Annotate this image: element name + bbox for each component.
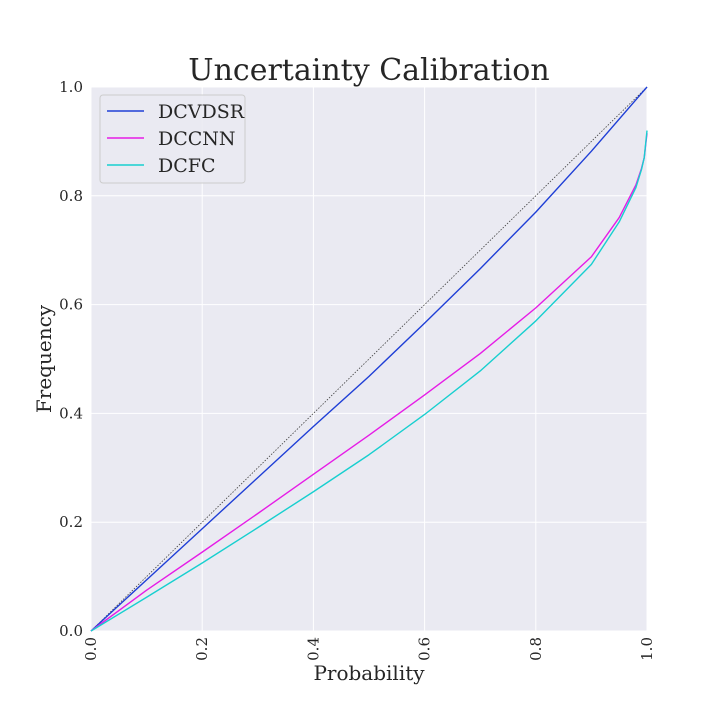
- x-tick-label-1: 0.2: [193, 637, 211, 661]
- series-line-dcvdsr: [90, 86, 648, 632]
- series-line-dcfc: [90, 130, 648, 632]
- legend-label-dcfc: DCFC: [158, 155, 216, 177]
- legend-label-dccnn: DCCNN: [158, 128, 236, 150]
- chart-title: Uncertainty Calibration: [188, 53, 549, 88]
- x-axis-label: Probability: [313, 661, 425, 685]
- legend-label-dcvdsr: DCVDSR: [158, 101, 245, 123]
- x-tick-label-5: 1.0: [638, 637, 656, 661]
- y-tick-label-5: 1.0: [59, 78, 83, 96]
- y-tick-label-0: 0.0: [59, 622, 83, 640]
- legend-box: [99, 94, 246, 184]
- y-tick-label-2: 0.4: [59, 404, 83, 422]
- y-tick-label-4: 0.8: [59, 187, 83, 205]
- perfect-calibration-line: [90, 86, 648, 632]
- x-tick-label-2: 0.4: [304, 637, 322, 661]
- y-tick-label-1: 0.2: [59, 513, 83, 531]
- y-axis-label: Frequency: [32, 304, 56, 413]
- x-tick-label-3: 0.6: [416, 637, 434, 661]
- y-tick-label-3: 0.6: [59, 296, 83, 314]
- x-tick-label-0: 0.0: [82, 637, 100, 661]
- x-tick-label-4: 0.8: [527, 637, 545, 661]
- legend: DCVDSR DCCNN DCFC: [99, 94, 246, 184]
